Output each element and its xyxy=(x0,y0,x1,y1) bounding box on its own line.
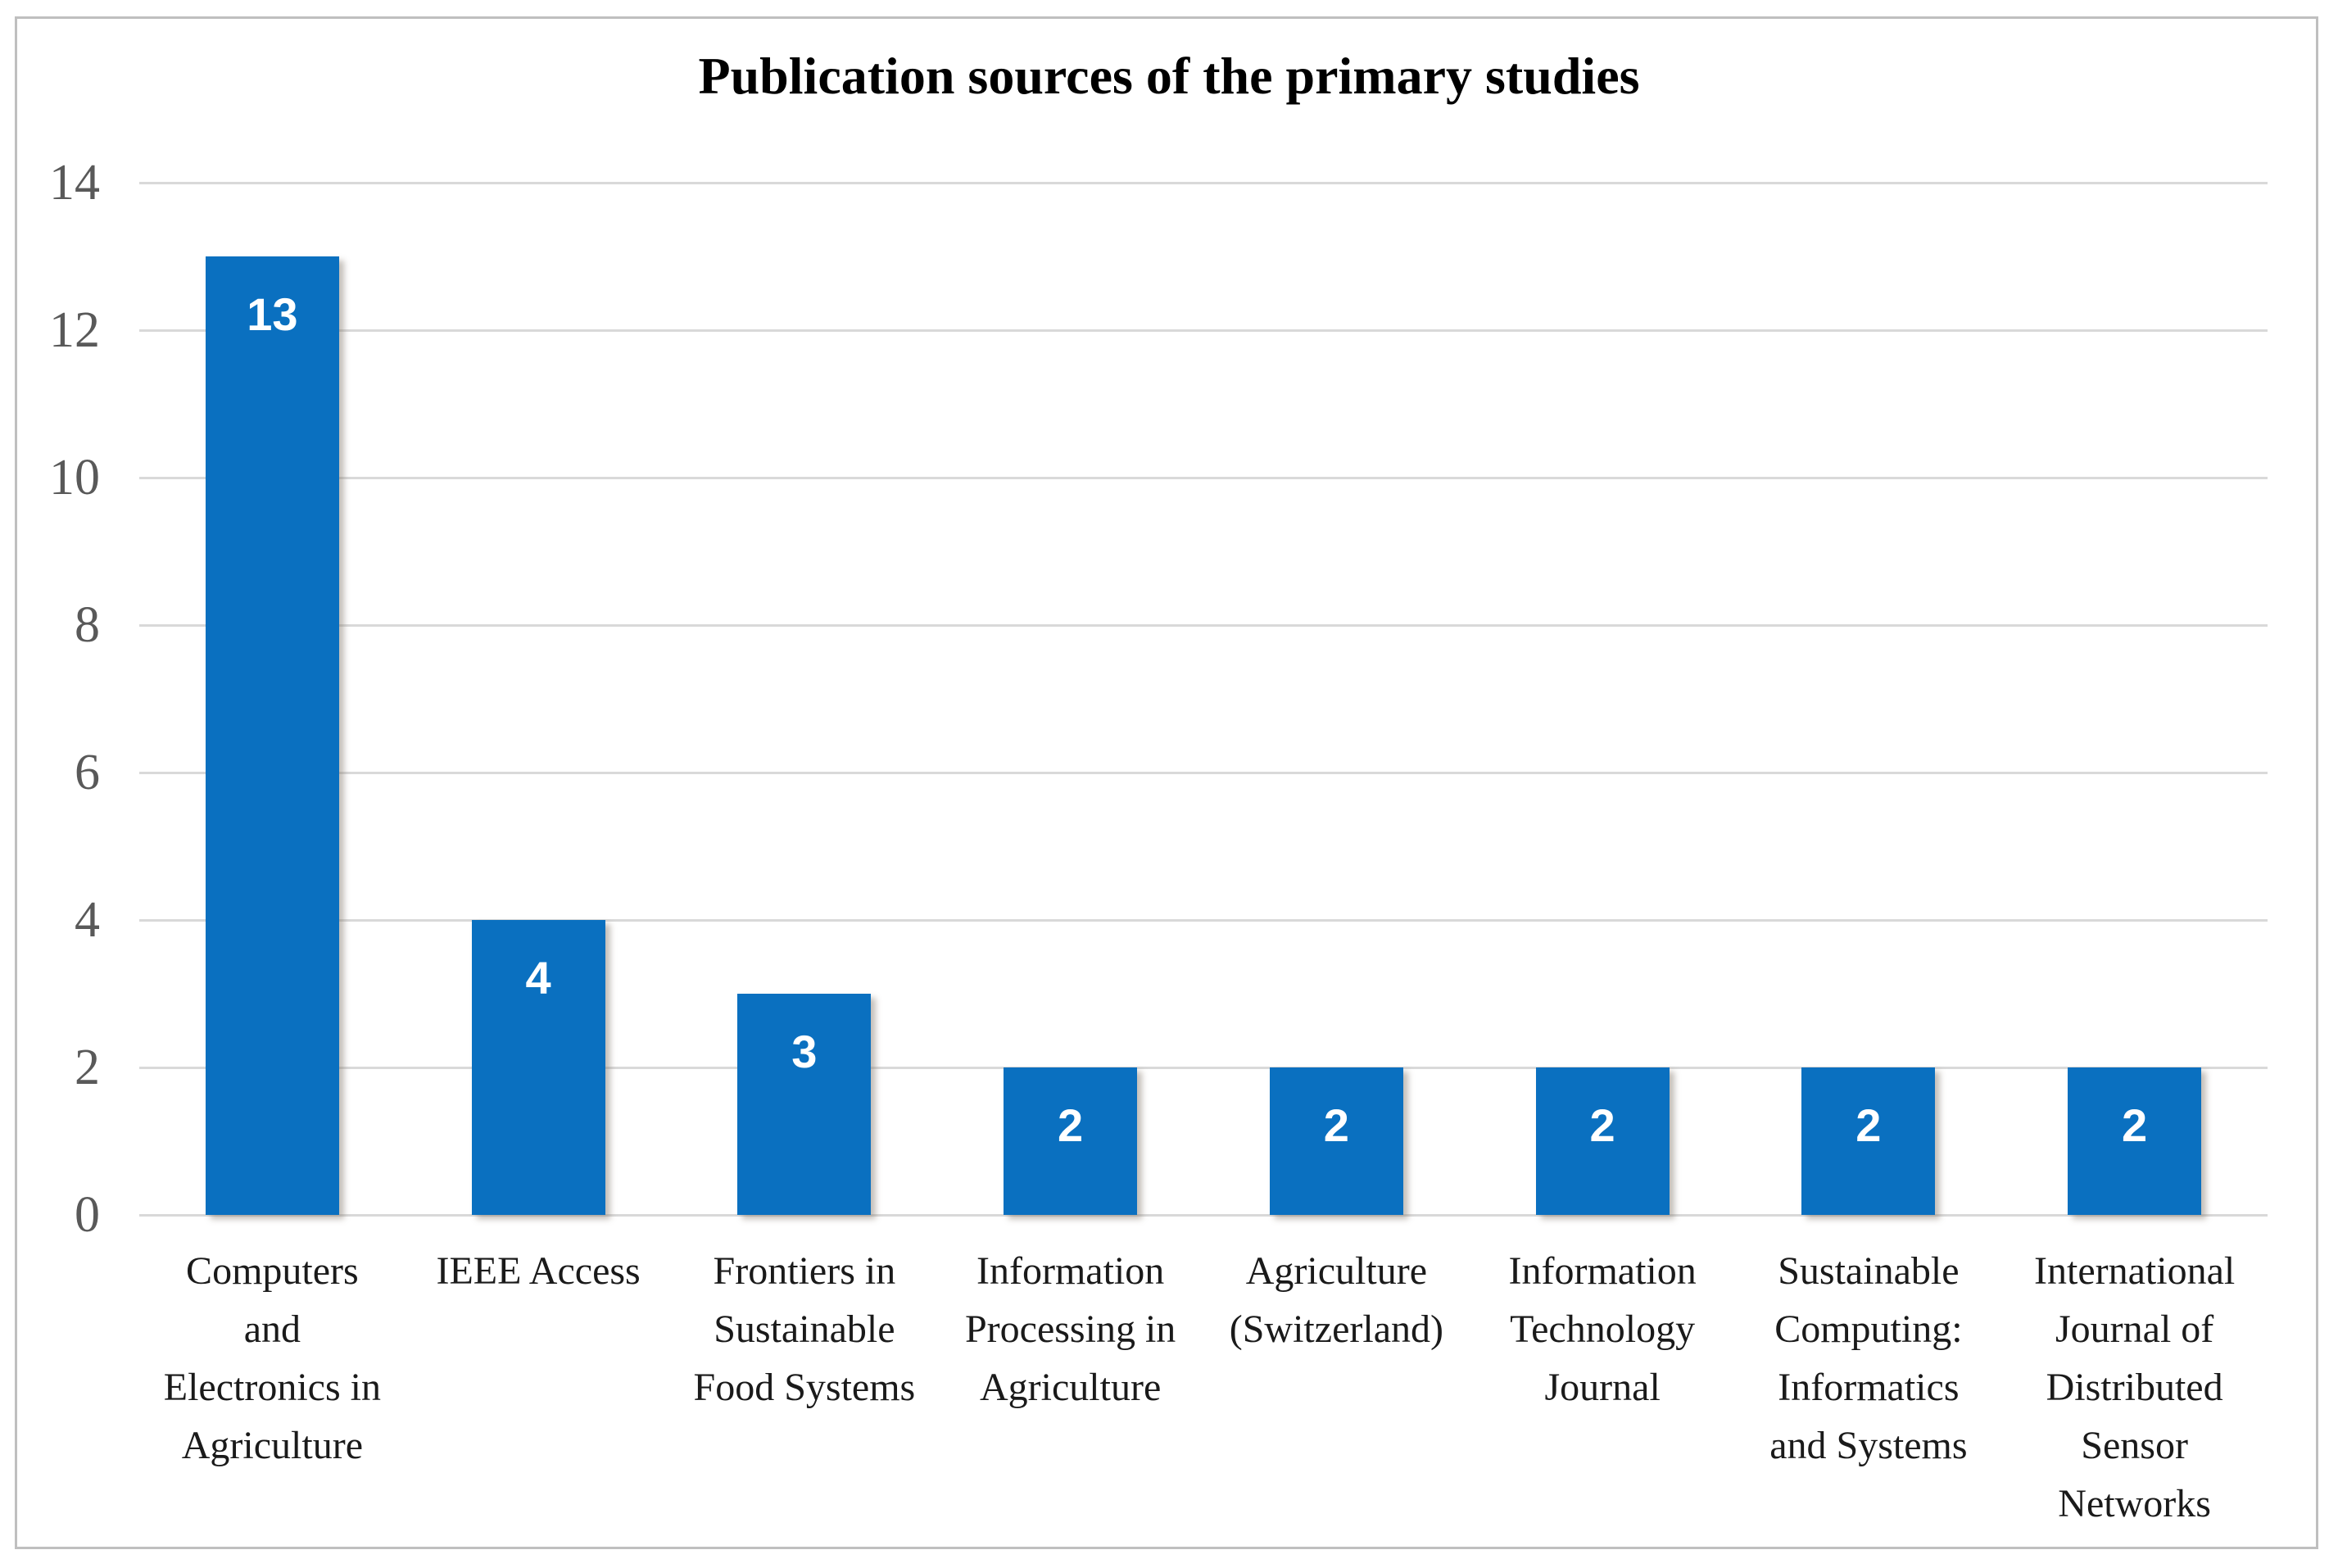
bar: 3 xyxy=(737,994,872,1215)
x-axis-category-label: Information Processing in Agriculture xyxy=(964,1249,1176,1409)
x-axis-category-label: Frontiers in Sustainable Food Systems xyxy=(693,1249,916,1409)
bar: 2 xyxy=(1801,1067,1936,1215)
y-axis-tick-label: 14 xyxy=(49,155,100,211)
gridline xyxy=(139,329,2268,332)
bar: 2 xyxy=(1269,1067,1403,1215)
bar-value-label: 2 xyxy=(1323,1099,1349,1151)
bar: 13 xyxy=(205,256,339,1215)
bar-value-label: 2 xyxy=(1855,1099,1882,1151)
y-axis-tick-label: 6 xyxy=(75,745,100,800)
x-axis-category-label: Agriculture (Switzerland) xyxy=(1229,1249,1443,1351)
gridline xyxy=(139,623,2268,627)
bar: 2 xyxy=(2068,1067,2202,1215)
y-axis-tick-label: 8 xyxy=(75,597,100,653)
y-axis-tick-label: 12 xyxy=(49,302,100,358)
y-axis-tick-label: 2 xyxy=(75,1040,100,1095)
gridline xyxy=(139,771,2268,774)
y-axis-tick-label: 10 xyxy=(49,450,100,505)
x-axis-category-label: International Journal of Distributed Sen… xyxy=(2034,1249,2236,1525)
chart-frame xyxy=(15,16,2318,1549)
bar-value-label: 2 xyxy=(1058,1099,1084,1151)
bar-value-label: 4 xyxy=(525,952,551,1004)
y-axis-tick-label: 4 xyxy=(75,892,100,948)
x-axis-category-label: IEEE Access xyxy=(436,1249,641,1293)
bar-value-label: 2 xyxy=(2122,1099,2148,1151)
bar: 2 xyxy=(1535,1067,1670,1215)
gridline xyxy=(139,476,2268,479)
bar-value-label: 13 xyxy=(247,288,298,340)
bar-value-label: 3 xyxy=(791,1026,818,1077)
chart-title: Publication sources of the primary studi… xyxy=(698,47,1640,105)
bar: 4 xyxy=(471,920,605,1215)
bar: 2 xyxy=(1004,1067,1138,1215)
gridline xyxy=(139,1213,2268,1217)
gridline xyxy=(139,918,2268,922)
gridline xyxy=(139,181,2268,184)
x-axis-category-label: Computers and Electronics in Agriculture xyxy=(163,1249,381,1467)
x-axis-category-label: Information Technology Journal xyxy=(1508,1249,1697,1409)
bar-value-label: 2 xyxy=(1589,1099,1615,1151)
gridline xyxy=(139,1066,2268,1069)
x-axis-category-label: Sustainable Computing: Informatics and S… xyxy=(1769,1249,1968,1467)
y-axis-tick-label: 0 xyxy=(75,1187,100,1243)
